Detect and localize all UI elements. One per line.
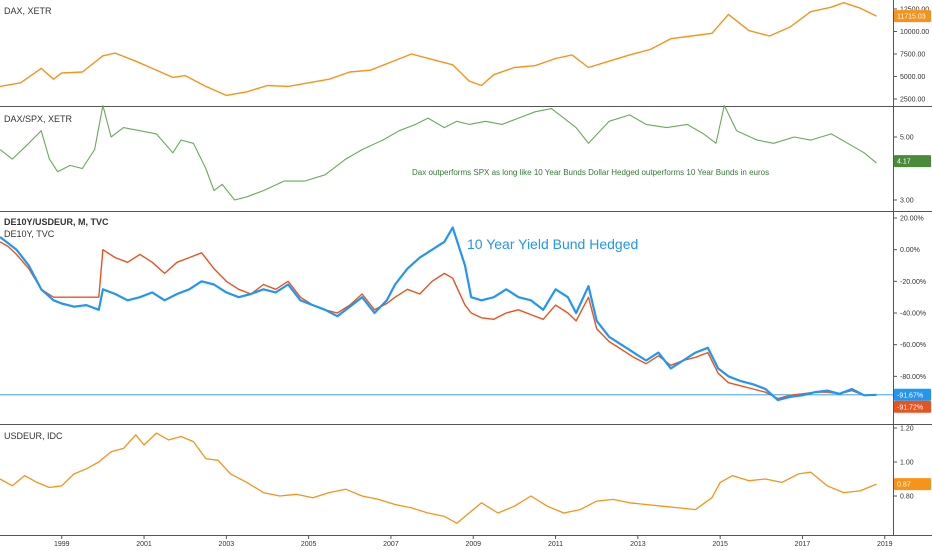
y-tick-label: -20.00% [900, 279, 926, 286]
annotation-bund-hedged: 10 Year Yield Bund Hedged [467, 236, 639, 252]
x-tick-label: 2005 [301, 541, 317, 548]
y-tick-label: 0.00% [900, 247, 920, 254]
x-tick-label: 2007 [383, 541, 399, 548]
annotation-outperform: Dax outperforms SPX as long like 10 Year… [412, 168, 770, 177]
series-dax [0, 2, 877, 97]
pane-title-dax: DAX, XETR [4, 6, 52, 16]
badge-hedged-label: -91.67% [897, 392, 923, 399]
badge-bund [894, 400, 931, 413]
y-tick-label: 12500.00 [900, 7, 929, 14]
series-de10y-usdeur [0, 226, 877, 402]
y-tick-label: 7500.00 [900, 52, 925, 59]
badge-dax-spx [894, 155, 931, 168]
x-tick-label: 2009 [465, 541, 481, 548]
pane-title-usdeur: USDEUR, IDC [4, 431, 63, 441]
badge-hedged [894, 388, 931, 401]
y-tick-label: -80.00% [900, 374, 926, 381]
y-tick-label: 1.00 [900, 460, 914, 467]
x-tick-label: 2011 [548, 541, 563, 548]
series-usdeur [0, 432, 877, 524]
y-tick-label: -40.00% [900, 311, 926, 318]
y-tick-label: -60.00% [900, 342, 926, 349]
pane-subtitle-de10y: DE10Y, TVC [4, 229, 55, 239]
y-tick-label: 2500.00 [900, 97, 925, 104]
y-tick-label: 1.20 [900, 426, 914, 433]
y-tick-label: 0.80 [900, 494, 914, 501]
x-tick-label: 2019 [877, 541, 893, 548]
badge-dax-spx-label: 4.17 [897, 159, 911, 166]
x-tick-label: 2001 [136, 541, 152, 548]
y-tick-label: 5.00 [900, 135, 914, 142]
pane-title-de10y-usdeur: DE10Y/USDEUR, M, TVC [4, 217, 109, 227]
y-tick-label: 10000.00 [900, 29, 929, 36]
badge-dax [894, 10, 931, 23]
x-tick-label: 2013 [630, 541, 646, 548]
badge-usdeur [894, 478, 931, 491]
x-tick-label: 1999 [54, 541, 70, 548]
x-tick-label: 2003 [219, 541, 235, 548]
y-tick-label: 5000.00 [900, 74, 925, 81]
pane-title-dax-spx: DAX/SPX, XETR [4, 114, 73, 124]
y-tick-label: 20.00% [900, 216, 924, 223]
series-dax-spx [0, 104, 877, 201]
badge-usdeur-label: 0.87 [897, 482, 911, 489]
x-tick-label: 2017 [795, 541, 811, 548]
x-tick-label: 2015 [712, 541, 728, 548]
badge-dax-label: 11715.03 [897, 14, 926, 21]
y-tick-label: 3.00 [900, 198, 914, 205]
badge-bund-label: -91.72% [897, 404, 923, 411]
series-de10y [0, 241, 877, 400]
